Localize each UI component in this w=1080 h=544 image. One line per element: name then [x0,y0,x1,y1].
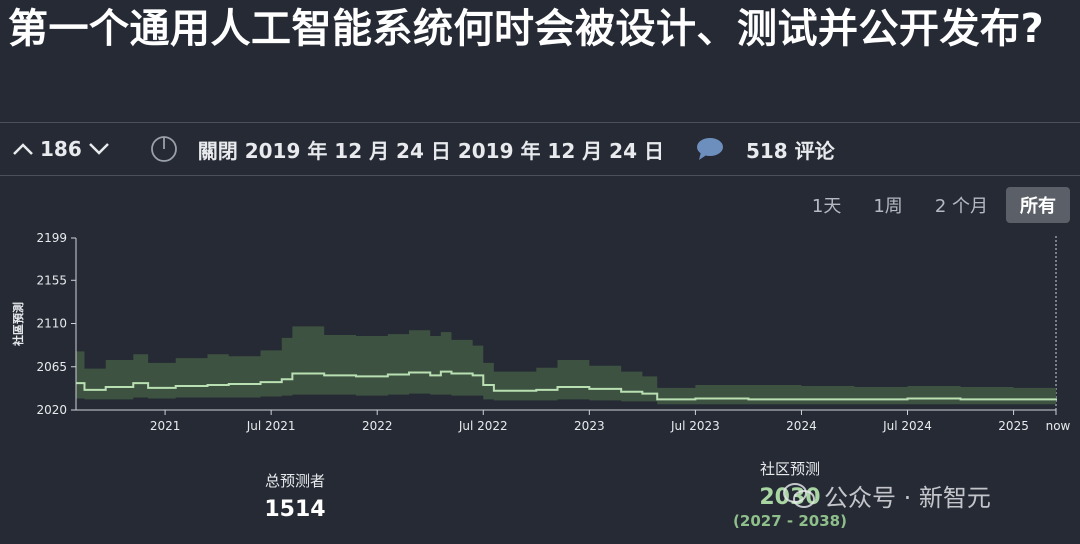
x-tick-label: Jul 2023 [670,419,720,433]
comment-icon[interactable] [696,137,724,161]
range-tab-2m[interactable]: 2 个月 [934,196,988,217]
question-meta-bar: 186 關閉 2019 年 12 月 24 日 2019 年 12 月 24 日… [0,124,1080,174]
y-axis-label: 社區預測 [11,302,25,347]
axes: 2020 2065 2110 2155 2199 2021 Jul 2021 2022 Jul … [36,231,1070,433]
y-tick-label: 2110 [36,317,67,331]
prediction-band [76,326,1056,405]
vote-count: 186 [40,137,82,161]
prediction-interval-area [76,326,1056,405]
wechat-icon [783,482,815,508]
x-tick-label: Jul 2021 [246,419,296,433]
y-tick-label: 2065 [36,360,67,374]
community-range: (2027 - 2038) [733,512,847,530]
x-tick-label: now [1046,419,1071,433]
divider [0,175,1080,176]
forecasters-value: 1514 [264,497,326,522]
watermark-text: 公众号 · 新智元 [824,484,991,512]
x-tick-label: Jul 2024 [882,419,932,433]
y-tick-label: 2155 [36,273,67,287]
y-tick-label: 2020 [36,403,67,417]
forecasters-stat: 总预测者 1514 [240,470,350,522]
forecasters-label: 总预测者 [264,472,325,490]
x-tick-label: 2025 [998,419,1029,433]
close-date: 關閉 2019 年 12 月 24 日 2019 年 12 月 24 日 [197,138,664,163]
question-title: 第一个通用人工智能系统何时会被设计、测试并公开发布? [8,6,1045,52]
range-tab-1w[interactable]: 1周 [873,196,903,217]
upvote-icon[interactable] [12,142,34,156]
range-tab-all[interactable]: 所有 [1006,187,1070,223]
y-tick-label: 2199 [36,231,67,245]
median-prediction-line [76,370,1057,401]
comment-count[interactable]: 518 评论 [745,138,835,163]
downvote-icon[interactable] [88,142,110,156]
x-tick-label: 2023 [574,419,605,433]
divider [0,122,1080,123]
watermark: 公众号 · 新智元 [782,478,991,513]
x-tick-label: Jul 2022 [458,419,508,433]
community-prediction-chart: 2020 2065 2110 2155 2199 2021 Jul 2021 2022 Jul … [11,231,1071,433]
x-tick-label: 2021 [150,419,181,433]
x-tick-label: 2024 [786,419,817,433]
median-line [76,370,1057,401]
x-tick-label: 2022 [362,419,393,433]
range-tab-1d[interactable]: 1天 [811,196,842,217]
clock-icon [150,136,177,162]
time-range-tabs: 1天 1周 2 个月 所有 [794,187,1070,223]
vote-widget: 186 [12,137,110,161]
community-label: 社区预测 [759,460,820,478]
